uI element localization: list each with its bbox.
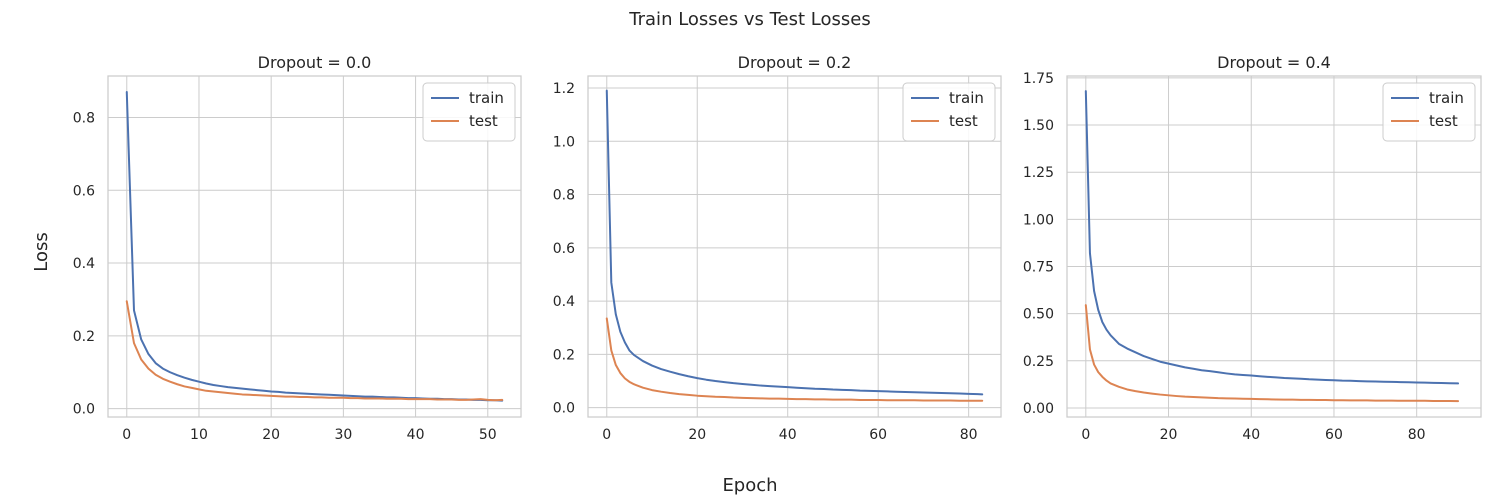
axes-frame [587,75,1002,418]
subplot-title: Dropout = 0.0 [258,53,372,72]
x-tick-label: 60 [1325,427,1343,443]
legend-label-test: test [949,112,978,130]
y-tick-label: 0.4 [553,294,575,310]
x-tick-label: 40 [1242,427,1260,443]
axes-frame [1066,75,1482,418]
x-tick-label: 10 [190,427,208,443]
y-tick-label: 0.4 [73,256,95,272]
series-line-test [125,300,504,402]
axes-frame [107,75,522,418]
y-tick-label: 0.6 [73,183,95,199]
legend-label-test: test [1429,112,1458,130]
y-tick-label: 1.2 [553,81,575,97]
x-tick-label: 60 [869,427,887,443]
y-tick-label: 1.50 [1023,118,1054,134]
x-tick-label: 30 [334,427,352,443]
x-tick-label: 0 [122,427,131,443]
y-tick-label: 0.8 [553,188,575,204]
y-tick-label: 0.8 [73,110,95,126]
x-tick-label: 20 [262,427,280,443]
x-tick-label: 40 [407,427,425,443]
y-tick-label: 0.6 [553,241,575,257]
figure-xlabel: Epoch [722,475,777,496]
x-tick-label: 80 [960,427,978,443]
x-tick-label: 40 [779,427,797,443]
series-line-test [1084,304,1460,403]
legend: train test [902,82,996,142]
series-line-train [605,89,984,396]
y-tick-label: 1.0 [553,134,575,150]
y-tick-label: 0.00 [1023,401,1054,417]
x-tick-label: 80 [1408,427,1426,443]
x-tick-label: 20 [1160,427,1178,443]
subplot-title: Dropout = 0.4 [1217,53,1331,72]
series-line-test [605,317,984,402]
legend-label-train: train [1429,89,1464,107]
y-tick-label: 0.25 [1023,354,1054,370]
figure-title: Train Losses vs Test Losses [628,9,870,30]
x-tick-label: 50 [479,427,497,443]
y-tick-label: 0.0 [553,401,575,417]
x-tick-label: 0 [602,427,611,443]
y-tick-label: 1.75 [1023,71,1054,87]
legend: train test [1382,82,1476,142]
legend-label-train: train [469,89,504,107]
subplot-dropout-0-2: 0 20 40 60 80 0.0 0.2 0.4 0.6 0.8 1.0 1.2 Dropout = … [553,53,1002,443]
series-line-train [1084,90,1460,385]
subplot-dropout-0-4: 0 20 40 60 80 0.00 0.25 0.50 0.75 1.00 1.25 1.50 1.7… [1023,53,1482,443]
x-tick-label: 0 [1081,427,1090,443]
figure-ylabel: Loss [31,232,52,271]
subplot-dropout-0-0: 0 10 20 30 40 50 0.0 0.2 0.4 0.6 0.8 Dropout = 0.0 t… [73,53,522,443]
x-tick-label: 20 [688,427,706,443]
y-tick-label: 1.25 [1023,165,1054,181]
y-tick-label: 1.00 [1023,212,1054,228]
y-tick-label: 0.75 [1023,259,1054,275]
y-tick-label: 0.50 [1023,307,1054,323]
subplot-title: Dropout = 0.2 [738,53,852,72]
y-tick-label: 0.2 [73,329,95,345]
legend-label-train: train [949,89,984,107]
legend-label-test: test [469,112,498,130]
y-tick-label: 0.0 [73,402,95,418]
y-tick-label: 0.2 [553,347,575,363]
legend: train test [422,82,516,142]
